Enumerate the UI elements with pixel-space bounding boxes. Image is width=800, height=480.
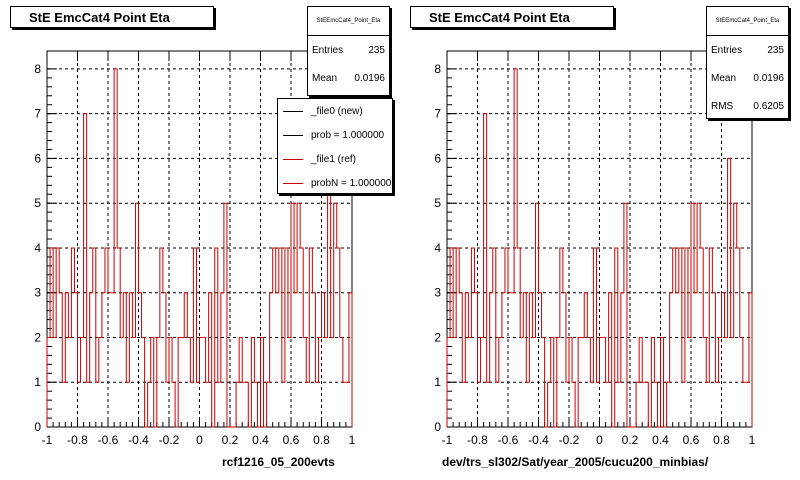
x-tick-label: 0.8 xyxy=(313,433,330,447)
x-tick-label: 0.2 xyxy=(622,433,639,447)
x-tick-label: 0.6 xyxy=(683,433,700,447)
y-tick-label: 8 xyxy=(34,62,41,76)
legend-label: _file0 (new) xyxy=(311,105,363,117)
x-tick-label: -0.8 xyxy=(67,433,88,447)
stats-mean-label: Mean xyxy=(312,72,338,84)
stats-mean-value: 0.0196 xyxy=(354,72,385,84)
stats-mean-label: Mean xyxy=(711,72,737,84)
legend-entry-file1: _file1 (ref) xyxy=(278,147,392,171)
legend-entry-probn: probN = 1.000000 xyxy=(278,171,392,193)
stats-entries-row: Entries 235 xyxy=(308,36,389,64)
histogram-plot-left: -1 -0.8 -0.6 -0.4 -0.2 0 0.2 0.4 0.6 0.8 1 0 1 2 3 4 5 6 7… xyxy=(34,50,356,447)
x-tick-label: -0.2 xyxy=(159,433,180,447)
x-tick-label: -0.4 xyxy=(128,433,149,447)
legend-entry-file0: _file0 (new) xyxy=(278,99,392,123)
y-tick-label: 3 xyxy=(434,286,441,300)
x-tick-label: 0.2 xyxy=(222,433,239,447)
stats-rms-label: RMS xyxy=(711,100,734,112)
legend-label: probN = 1.000000 xyxy=(311,177,392,189)
stats-entries-label: Entries xyxy=(711,44,743,56)
x-tick-label: -0.6 xyxy=(498,433,519,447)
histogram-series xyxy=(446,68,753,428)
y-tick-label: 8 xyxy=(434,62,441,76)
y-tick-label: 6 xyxy=(34,151,41,165)
y-tick-label: 5 xyxy=(434,196,441,210)
y-tick-label: 1 xyxy=(34,375,41,389)
stats-mean-row: Mean 0.0196 xyxy=(308,64,389,92)
stats-entries-value: 235 xyxy=(767,44,784,56)
stats-header: StEEmcCat4_Point_Eta xyxy=(308,7,389,36)
legend-line-red xyxy=(283,182,303,184)
histogram-plot-right: -1 -0.8 -0.6 -0.4 -0.2 0 0.2 0.4 0.6 0.8 1 0 1 2 3 4 5 6 7… xyxy=(434,50,756,447)
x-tick-label: -0.8 xyxy=(467,433,488,447)
y-tick-label: 0 xyxy=(434,420,441,434)
y-tick-label: 5 xyxy=(34,196,41,210)
y-tick-label: 0 xyxy=(34,420,41,434)
x-tick-label: 1 xyxy=(349,433,356,447)
stats-rms-row: RMS 0.6205 xyxy=(707,92,788,120)
stats-entries-value: 235 xyxy=(368,44,385,56)
y-tick-label: 7 xyxy=(34,107,41,121)
x-tick-label: -0.4 xyxy=(528,433,549,447)
x-tick-label: -0.6 xyxy=(98,433,119,447)
x-tick-label: -1 xyxy=(442,433,453,447)
y-tick-label: 6 xyxy=(434,151,441,165)
legend-line-red xyxy=(283,158,303,160)
y-tick-label: 7 xyxy=(434,107,441,121)
x-tick-label: -0.2 xyxy=(559,433,580,447)
stats-header: StEEmcCat4_Point_Eta xyxy=(707,7,788,36)
y-tick-label: 3 xyxy=(34,286,41,300)
stats-entries-label: Entries xyxy=(312,44,344,56)
y-tick-label: 4 xyxy=(434,241,441,255)
x-tick-label: 0.6 xyxy=(283,433,300,447)
legend-box: _file0 (new) prob = 1.000000 _file1 (ref… xyxy=(277,98,393,194)
x-axis-label-right: dev/trs_sl302/Sat/year_2005/cucu200_minb… xyxy=(442,455,709,469)
plot-title-left: StE EmcCat4 Point Eta xyxy=(10,6,214,28)
stats-rms-value: 0.6205 xyxy=(753,100,784,112)
x-axis-label-left: rcf1216_05_200evts xyxy=(222,455,335,469)
stats-entries-row: Entries 235 xyxy=(707,36,788,64)
stats-mean-row: Mean 0.0196 xyxy=(707,64,788,92)
y-tick-label: 2 xyxy=(434,330,441,344)
y-tick-label: 4 xyxy=(34,241,41,255)
x-tick-label: 0.8 xyxy=(713,433,730,447)
x-tick-label: -1 xyxy=(42,433,53,447)
stats-box-right: StEEmcCat4_Point_Eta Entries 235 Mean 0.… xyxy=(706,6,789,119)
plot-title-right: StE EmcCat4 Point Eta xyxy=(410,6,614,28)
legend-label: prob = 1.000000 xyxy=(311,129,385,141)
x-tick-label: 1 xyxy=(749,433,756,447)
legend-entry-prob: prob = 1.000000 xyxy=(278,123,392,147)
legend-line-black xyxy=(283,134,303,136)
x-tick-label: 0.4 xyxy=(652,433,669,447)
legend-label: _file1 (ref) xyxy=(311,153,357,165)
stats-mean-value: 0.0196 xyxy=(753,72,784,84)
histogram-series xyxy=(46,68,353,428)
legend-line-black xyxy=(283,110,303,112)
y-tick-label: 2 xyxy=(34,330,41,344)
stats-box-left: StEEmcCat4_Point_Eta Entries 235 Mean 0.… xyxy=(307,6,390,96)
x-tick-label: 0 xyxy=(596,433,603,447)
x-tick-label: 0 xyxy=(196,433,203,447)
y-tick-label: 1 xyxy=(434,375,441,389)
x-tick-label: 0.4 xyxy=(252,433,269,447)
